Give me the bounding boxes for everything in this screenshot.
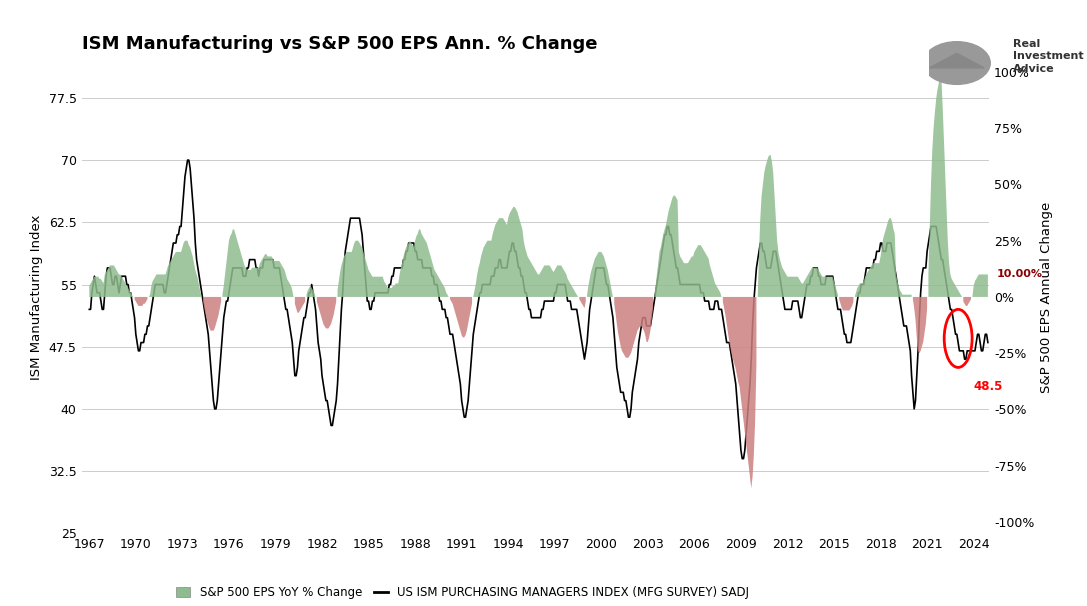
Text: ISM Manufacturing vs S&P 500 EPS Ann. % Change: ISM Manufacturing vs S&P 500 EPS Ann. % … (82, 36, 597, 53)
Polygon shape (929, 53, 984, 68)
Text: 10.00%: 10.00% (997, 270, 1042, 279)
Y-axis label: ISM Manufacturing Index: ISM Manufacturing Index (30, 215, 43, 379)
Text: Real
Investment
Advice: Real Investment Advice (1013, 39, 1084, 73)
Y-axis label: S&P 500 EPS Annual Change: S&P 500 EPS Annual Change (1040, 201, 1053, 393)
Text: 48.5: 48.5 (974, 380, 1003, 393)
Legend: S&P 500 EPS YoY % Change, US ISM PURCHASING MANAGERS INDEX (MFG SURVEY) SADJ: S&P 500 EPS YoY % Change, US ISM PURCHAS… (172, 582, 754, 604)
Circle shape (923, 42, 990, 84)
